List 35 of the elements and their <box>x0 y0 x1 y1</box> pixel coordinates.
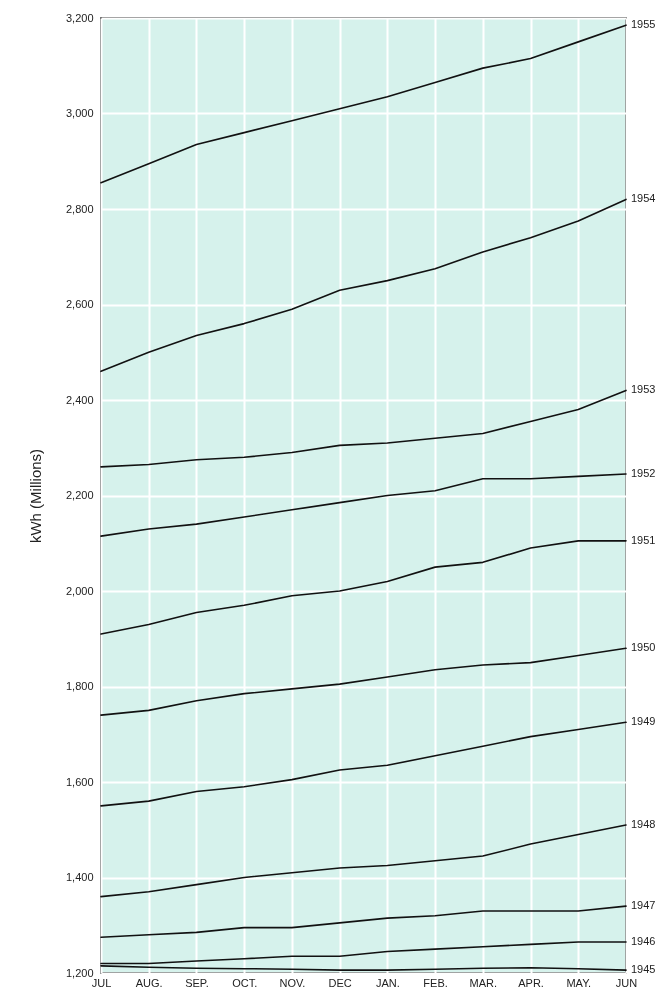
y-tick-label: 1,400 <box>65 871 94 883</box>
series-label: 1952 <box>631 467 656 480</box>
y-tick-label: 1,200 <box>65 966 94 979</box>
series-label: 1946 <box>631 934 656 947</box>
series-label: 1949 <box>631 715 656 728</box>
x-tick-label: OCT. <box>232 976 258 989</box>
y-tick-label: 3,000 <box>65 107 94 119</box>
series-label: 1951 <box>631 533 656 546</box>
y-tick-label: 3,200 <box>65 11 94 24</box>
series-label: 1953 <box>631 383 656 396</box>
y-tick-label: 2,600 <box>65 298 94 310</box>
series-label: 1950 <box>631 641 656 654</box>
series-label: 1954 <box>631 192 656 205</box>
series-label: 1947 <box>631 899 656 912</box>
x-tick-label: JUN <box>615 976 638 989</box>
series-label: 1955 <box>631 18 656 31</box>
series-label: 1945 <box>631 963 656 976</box>
x-tick-label: NOV. <box>279 976 306 989</box>
x-tick-label: JAN. <box>375 976 400 989</box>
y-tick-label: 2,800 <box>65 202 94 215</box>
x-tick-label: JUL <box>91 976 112 989</box>
y-tick-label: 2,200 <box>65 489 94 501</box>
y-tick-label: 2,400 <box>65 393 94 406</box>
x-tick-label: MAR. <box>469 976 498 989</box>
y-axis-title: kWh (Millions) <box>26 448 44 544</box>
y-tick-label: 2,000 <box>65 584 94 597</box>
x-tick-label: MAY. <box>566 976 592 989</box>
x-tick-label: FEB. <box>423 976 448 989</box>
y-tick-label: 1,800 <box>65 680 94 692</box>
x-tick-label: SEP. <box>185 976 209 989</box>
x-tick-label: AUG. <box>135 976 163 989</box>
series-label: 1948 <box>631 817 656 830</box>
y-tick-label: 1,600 <box>65 775 94 788</box>
x-tick-label: DEC <box>328 976 352 989</box>
x-tick-label: APR. <box>518 976 544 989</box>
